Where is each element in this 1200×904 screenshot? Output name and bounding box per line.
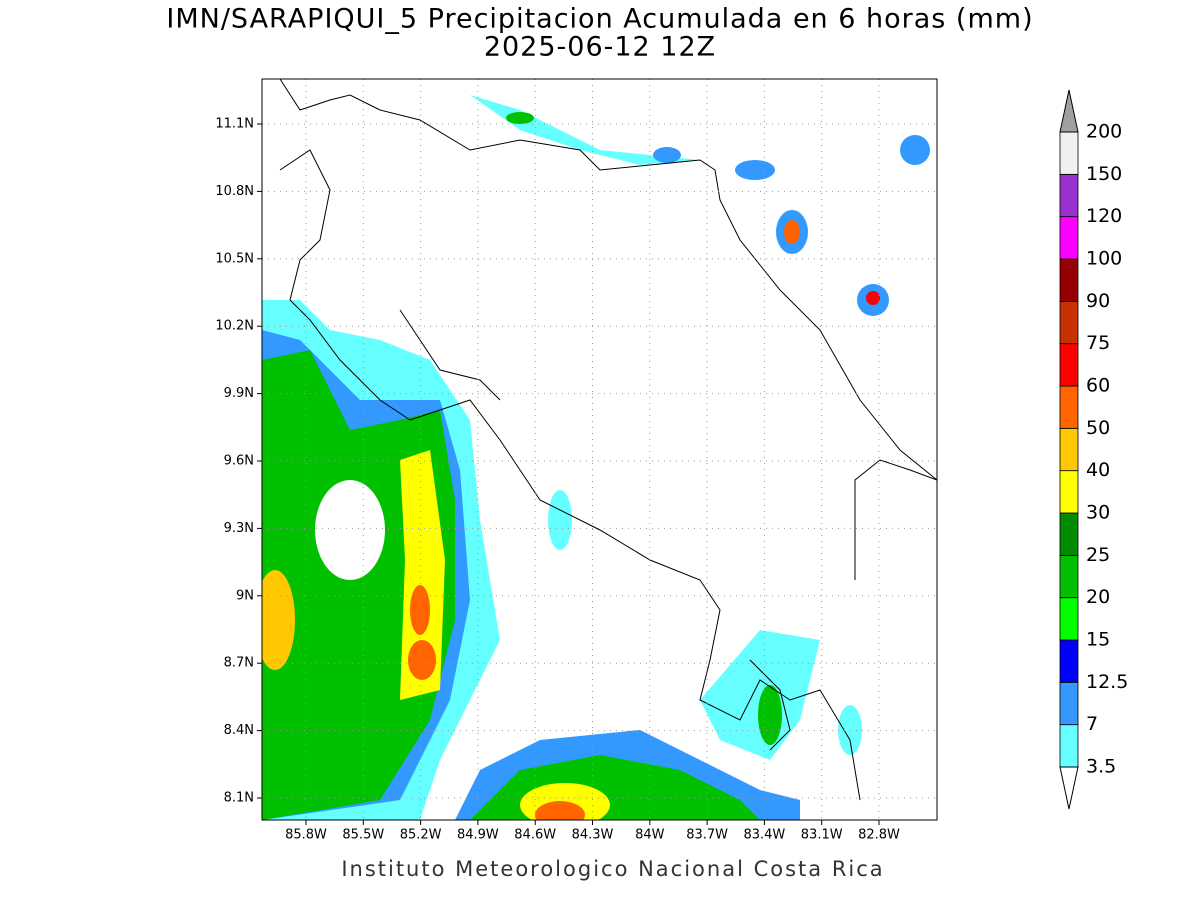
lat-label: 8.7N <box>224 656 254 671</box>
colorbar-segment <box>1059 343 1079 387</box>
colorbar-label: 12.5 <box>1086 671 1128 693</box>
rain-area <box>506 112 534 124</box>
colorbar-segment <box>1059 470 1079 514</box>
coastline <box>854 459 937 580</box>
border <box>399 309 501 401</box>
lat-label: 8.4N <box>224 723 254 738</box>
lat-label: 10.5N <box>215 251 254 266</box>
colorbar-label: 7 <box>1086 713 1098 735</box>
colorbar-label: 75 <box>1086 332 1110 354</box>
colorbar-label: 60 <box>1086 375 1110 397</box>
colorbar-label: 25 <box>1086 544 1110 566</box>
lon-label: 83.4W <box>743 828 785 843</box>
rain-area <box>262 570 295 670</box>
colorbar-label: 40 <box>1086 459 1110 481</box>
lat-label: 10.8N <box>215 184 254 199</box>
colorbar-segment <box>1059 681 1079 726</box>
rain-core <box>866 291 880 305</box>
lat-label: 10.2N <box>215 319 254 334</box>
rain-core <box>535 801 585 820</box>
colorbar-label: 100 <box>1086 248 1122 270</box>
grid <box>257 79 937 825</box>
colorbar-segment <box>1059 300 1079 345</box>
colorbar-segment <box>1059 724 1079 768</box>
rain-area <box>700 630 820 760</box>
rain-area <box>900 135 930 165</box>
lon-label: 83.1W <box>801 828 843 843</box>
colorbar-label: 30 <box>1086 502 1110 524</box>
lat-label: 9N <box>236 588 254 603</box>
colorbar-segment <box>1059 427 1079 472</box>
lon-label: 82.8W <box>858 828 900 843</box>
precipitation-field <box>262 79 937 820</box>
lat-label: 9.9N <box>224 386 254 401</box>
rain-area <box>400 450 445 700</box>
lon-label: 85.5W <box>342 828 384 843</box>
map-frame <box>261 78 938 821</box>
rain-area <box>653 147 681 163</box>
colorbar-label: 90 <box>1086 290 1110 312</box>
colorbar-segment <box>1059 131 1079 175</box>
rain-gap <box>315 480 385 580</box>
colorbar: 3.5 7 12.5 15 20 25 30 40 50 60 75 90 100 120 150 200 <box>1059 89 1128 810</box>
colorbar-segment <box>1059 216 1079 260</box>
colorbar-segment <box>1059 258 1079 302</box>
rain-core <box>410 585 430 635</box>
coastline <box>279 149 861 801</box>
colorbar-segment <box>1059 512 1079 556</box>
lat-label: 11.1N <box>215 117 254 132</box>
rain-core <box>784 220 800 244</box>
lon-label: 84.3W <box>572 828 614 843</box>
rain-area <box>758 685 782 745</box>
lat-label: 9.6N <box>224 454 254 469</box>
coastline <box>279 79 937 481</box>
rain-area <box>838 705 862 755</box>
colorbar-label: 3.5 <box>1086 756 1116 778</box>
footer: Instituto Meteorologico Nacional Costa R… <box>341 857 884 881</box>
colorbar-segment <box>1059 597 1079 641</box>
colorbar-segment <box>1059 173 1079 218</box>
colorbar-label: 200 <box>1086 121 1122 143</box>
colorbar-label: 50 <box>1086 417 1110 439</box>
lon-label: 84.6W <box>514 828 556 843</box>
colorbar-label: 15 <box>1086 629 1110 651</box>
colorbar-label: 150 <box>1086 163 1122 185</box>
rain-core <box>408 640 436 680</box>
rain-area <box>548 490 572 550</box>
subtitle: 2025-06-12 12Z <box>484 32 716 63</box>
border <box>749 659 791 751</box>
lon-label: 85.2W <box>400 828 442 843</box>
colorbar-segment <box>1059 385 1079 429</box>
colorbar-label: 120 <box>1086 205 1122 227</box>
rain-area <box>735 160 775 180</box>
colorbar-label: 20 <box>1086 586 1110 608</box>
title: IMN/SARAPIQUI_5 Precipitacion Acumulada … <box>166 4 1033 35</box>
lat-label: 9.3N <box>224 521 254 536</box>
colorbar-segment <box>1059 554 1079 599</box>
lon-label: 84.9W <box>457 828 499 843</box>
colorbar-segment <box>1059 639 1079 683</box>
lon-label: 83.7W <box>686 828 728 843</box>
lon-label: 84W <box>635 828 665 843</box>
lat-label: 8.1N <box>224 791 254 806</box>
colorbar-over <box>1059 89 1079 133</box>
lon-label: 85.8W <box>285 828 327 843</box>
colorbar-under <box>1059 766 1079 810</box>
